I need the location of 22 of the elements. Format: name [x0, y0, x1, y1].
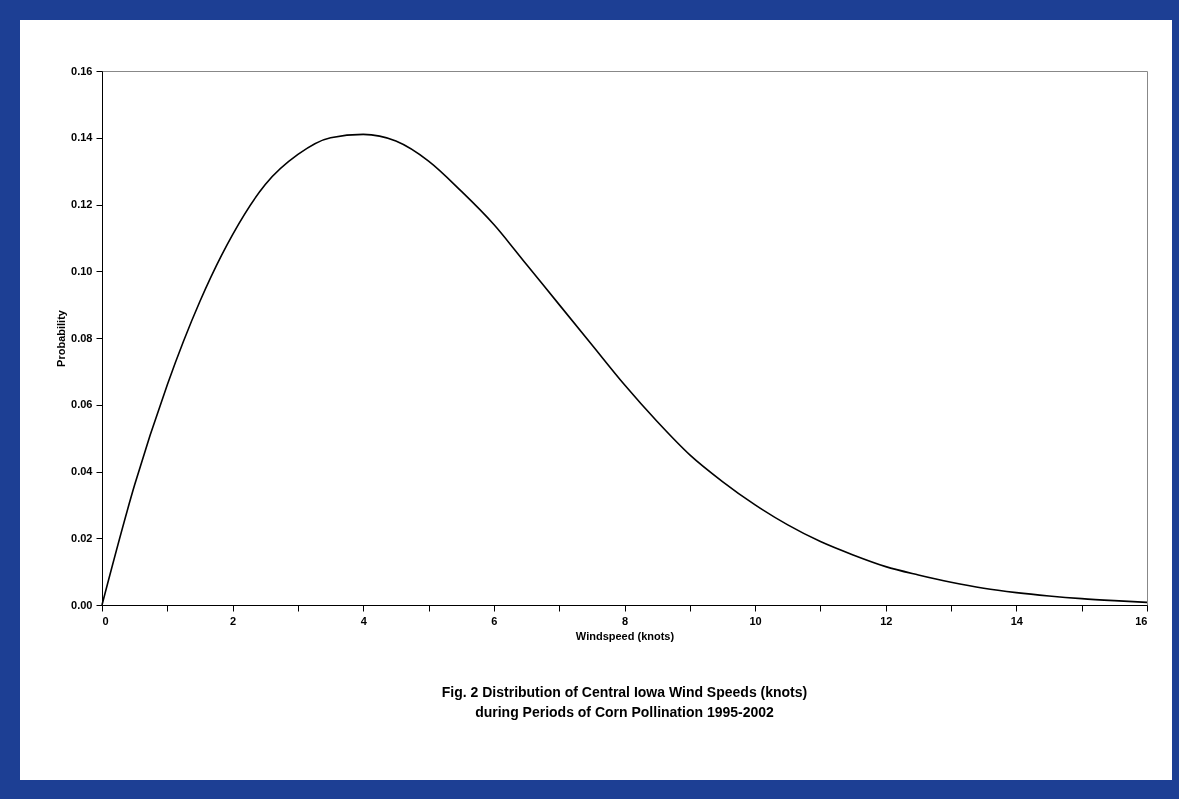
- x-tick-label: 6: [491, 614, 498, 627]
- y-tick-label: 0.08: [71, 331, 93, 344]
- x-tick-label: 4: [360, 614, 368, 627]
- x-tick-label: 0: [102, 614, 109, 627]
- y-tick-label: 0.02: [71, 531, 93, 544]
- x-tick-label: 2: [230, 614, 237, 627]
- x-tick-label: 12: [880, 614, 893, 627]
- y-tick-label: 0.14: [71, 131, 94, 144]
- text: during Periods of Corn Pollination 1995-2002: [475, 704, 775, 720]
- x-axis-title: Windspeed (knots): [575, 629, 675, 642]
- y-tick-label: 0.00: [71, 598, 93, 611]
- x-tick-label: 10: [749, 614, 762, 627]
- x-tick-label: 14: [1010, 614, 1024, 627]
- y-tick-label: 0.10: [71, 264, 93, 277]
- x-tick-label: 8: [621, 614, 629, 627]
- x-tick-label: 16: [1135, 614, 1148, 627]
- y-axis-title: Probability: [55, 309, 68, 367]
- text: Fig. 2 Distribution of Central Iowa Wind Speeds (knots): [441, 684, 808, 700]
- y-tick-label: 0.04: [71, 465, 94, 477]
- y-tick-label: 0.16: [71, 64, 93, 77]
- y-tick-label: 0.06: [71, 398, 93, 411]
- y-tick-label: 0.12: [71, 198, 93, 210]
